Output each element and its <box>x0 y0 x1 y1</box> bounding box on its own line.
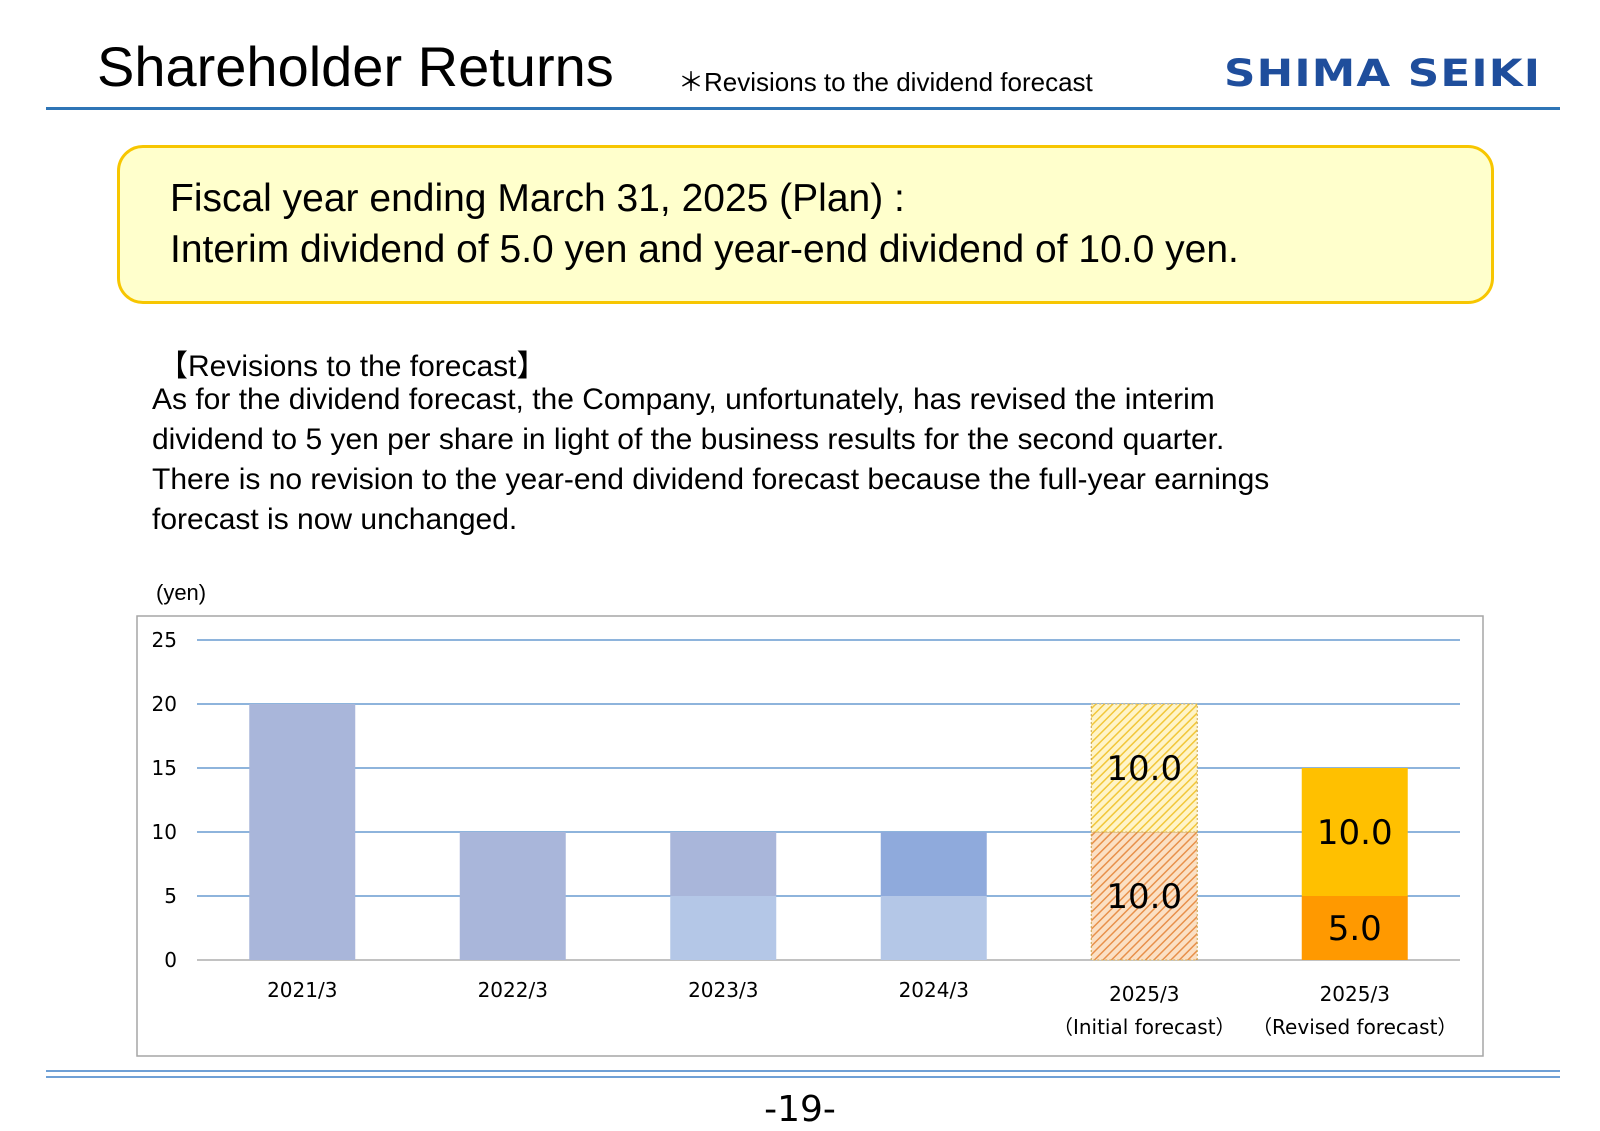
company-logo: SHIMA SEIKI <box>1224 52 1542 95</box>
y-tick-label: 5 <box>164 884 177 908</box>
data-label: 10.0 <box>1106 749 1182 789</box>
x-tick-label: 2025/3 <box>1320 982 1390 1006</box>
y-tick-label: 20 <box>152 692 177 716</box>
bar-segment <box>670 896 777 960</box>
x-tick-label: （Initial forecast） <box>1053 1015 1236 1039</box>
y-tick-label: 10 <box>152 820 177 844</box>
revision-line: forecast is now unchanged. <box>152 503 518 536</box>
data-label: 10.0 <box>1106 877 1182 917</box>
bar-segment <box>249 704 356 960</box>
revision-text: As for the dividend forecast, the Compan… <box>152 380 1452 540</box>
bar-segment <box>1090 831 1198 961</box>
x-tick-label: 2025/3 <box>1109 982 1179 1006</box>
x-tick-label: （Revised forecast） <box>1252 1015 1457 1039</box>
bar-segment <box>1301 768 1408 896</box>
bar-segment <box>1301 896 1408 960</box>
revision-line: As for the dividend forecast, the Compan… <box>152 383 1215 416</box>
bar-segment <box>1090 703 1198 833</box>
page-title: Shareholder Returns <box>97 35 614 98</box>
y-tick-label: 25 <box>152 628 177 652</box>
x-tick-label: 2021/3 <box>267 978 337 1002</box>
x-tick-label: 2023/3 <box>688 978 758 1002</box>
page-subtitle: ＊Revisions to the dividend forecast <box>678 67 1093 97</box>
x-tick-label: 2024/3 <box>899 978 969 1002</box>
revision-heading: 【Revisions to the forecast】 <box>158 350 547 383</box>
bar-segment <box>880 832 987 896</box>
footer-divider <box>46 1076 1560 1078</box>
dividend-plan-line2: Interim dividend of 5.0 yen and year-end… <box>170 228 1239 271</box>
page-number: -19- <box>764 1089 836 1130</box>
data-label: 5.0 <box>1328 909 1382 949</box>
footer-divider <box>46 1070 1560 1072</box>
dividend-plan-line1: Fiscal year ending March 31, 2025 (Plan)… <box>170 177 905 220</box>
revision-line: There is no revision to the year-end div… <box>152 463 1270 496</box>
y-tick-label: 15 <box>152 756 177 780</box>
data-label: 10.0 <box>1317 813 1393 853</box>
bar-segment <box>670 832 777 896</box>
y-axis-unit-label: (yen) <box>156 580 207 605</box>
bar-segment <box>880 896 987 960</box>
dividend-plan-box <box>117 145 1494 304</box>
y-tick-label: 0 <box>164 948 177 972</box>
chart-frame <box>136 615 1484 1057</box>
bar-segment <box>459 832 566 960</box>
revision-line: dividend to 5 yen per share in light of … <box>152 423 1225 456</box>
header-divider <box>46 107 1560 110</box>
x-tick-label: 2022/3 <box>478 978 548 1002</box>
